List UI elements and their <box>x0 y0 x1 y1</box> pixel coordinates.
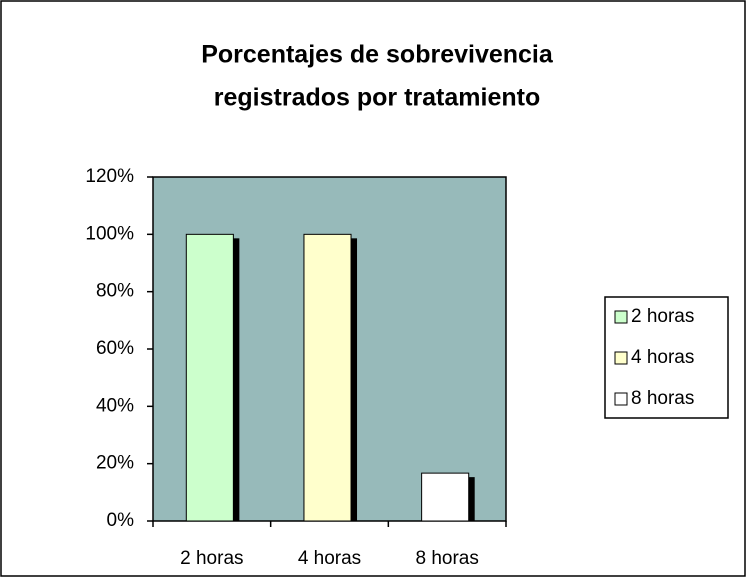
bar-shadow <box>468 477 475 521</box>
x-tick-label: 8 horas <box>415 548 478 569</box>
legend-swatch <box>614 310 628 324</box>
legend-label: 2 horas <box>631 306 694 327</box>
bar <box>303 233 352 522</box>
legend-swatch <box>614 351 628 365</box>
y-tick-label: 80% <box>96 281 134 302</box>
legend-label: 4 horas <box>631 347 694 368</box>
bar-shadow <box>233 238 240 522</box>
y-tick-label: 40% <box>96 395 134 416</box>
legend-label: 8 horas <box>631 388 694 409</box>
y-tick-label: 100% <box>85 223 134 244</box>
bar-shadow <box>351 238 358 522</box>
x-tick-label: 4 horas <box>298 548 361 569</box>
chart-title: Porcentajes de sobrevivencia <box>201 41 554 69</box>
x-tick-label: 2 horas <box>180 548 243 569</box>
y-tick-label: 60% <box>96 338 134 359</box>
y-tick-label: 0% <box>107 510 135 531</box>
legend-swatch <box>614 392 628 406</box>
bar <box>421 472 470 522</box>
chart-title: registrados por tratamiento <box>214 84 540 112</box>
bar <box>185 233 234 522</box>
y-tick-label: 20% <box>96 453 134 474</box>
y-tick-label: 120% <box>85 166 134 187</box>
